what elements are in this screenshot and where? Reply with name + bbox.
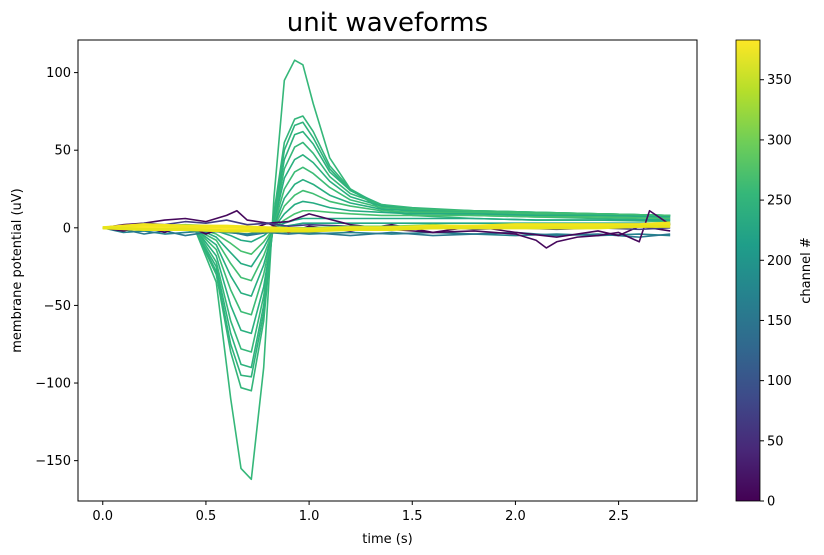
- x-tick-label: 2.0: [505, 509, 526, 524]
- x-tick-label: 0.0: [92, 509, 113, 524]
- x-axis-ticks: 0.0 0.5 1.0 1.5 2.0 2.5: [92, 501, 629, 524]
- x-axis-label: time (s): [362, 532, 412, 547]
- chart-title: unit waveforms: [287, 8, 488, 38]
- y-tick-label: 0: [63, 221, 71, 236]
- colorbar-tick-label: 350: [767, 73, 792, 88]
- plot-frame: [77, 39, 698, 502]
- waveform-line-1: [102, 115, 671, 392]
- y-tick-label: 50: [54, 144, 71, 159]
- x-tick-label: 2.5: [608, 509, 629, 524]
- x-tick-label: 1.0: [299, 509, 320, 524]
- waveform-line-6: [102, 166, 671, 316]
- waveform-line-5: [102, 154, 671, 335]
- colorbar-tick-label: 300: [767, 133, 792, 148]
- waveform-line-7: [102, 178, 671, 297]
- colorbar-tick-label: 100: [767, 374, 792, 389]
- y-tick-label: 100: [46, 66, 71, 81]
- colorbar-ticks: 0 50 100 150 200 250 300 350: [760, 73, 792, 510]
- y-axis-label: membrane potential (uV): [10, 188, 25, 353]
- x-tick-label: 1.5: [402, 509, 423, 524]
- x-tick-label: 0.5: [196, 509, 217, 524]
- waveform-line-4: [102, 141, 671, 353]
- colorbar-tick-label: 200: [767, 254, 792, 269]
- waveform-line-0: [102, 59, 671, 481]
- waveform-line-21: [102, 224, 671, 233]
- series-layer: [102, 59, 671, 481]
- waveform-line-9: [102, 200, 671, 268]
- colorbar-tick-label: 50: [767, 434, 784, 449]
- colorbar-tick-label: 150: [767, 314, 792, 329]
- waveform-line-8: [102, 189, 671, 282]
- y-tick-label: −50: [44, 299, 71, 314]
- y-tick-label: −150: [35, 454, 71, 469]
- colorbar-tick-label: 250: [767, 194, 792, 209]
- colorbar-label: channel #: [799, 237, 814, 303]
- y-axis-ticks: 100 50 0 −50 −100 −150: [35, 66, 78, 469]
- waveform-line-2: [102, 121, 671, 378]
- y-tick-label: −100: [35, 377, 71, 392]
- colorbar-tick-label: 0: [767, 495, 775, 510]
- waveform-line-10: [102, 209, 671, 255]
- waveform-line-3: [102, 130, 671, 369]
- colorbar: [735, 39, 761, 502]
